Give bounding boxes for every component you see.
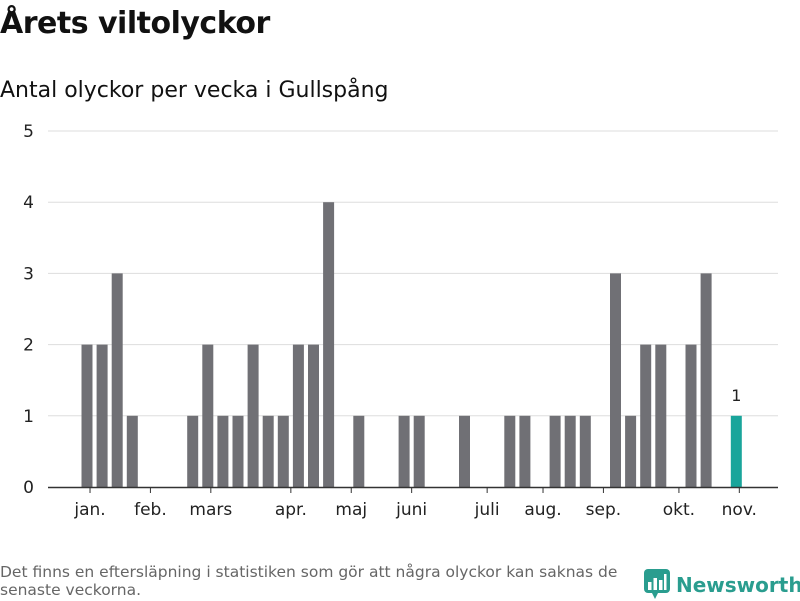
bar (579, 415, 591, 487)
x-tick-label: mars (189, 500, 232, 520)
x-tick-label: aug. (524, 500, 561, 520)
y-tick-label: 4 (23, 193, 34, 213)
chart-subtitle: Antal olyckor per vecka i Gullspång (0, 78, 389, 103)
bar (217, 415, 229, 487)
bar (81, 344, 93, 487)
bar (610, 273, 621, 487)
bar (564, 415, 576, 487)
bar-chart: 0 1 2 3 4 5 jan. feb. mars apr. maj juni juli aug. se… (23, 122, 778, 520)
newsworthy-chart-logo-icon (644, 569, 670, 599)
bar (111, 273, 123, 487)
bar (700, 273, 712, 487)
bar (625, 415, 637, 487)
bar (277, 415, 289, 487)
x-tick-label: feb. (134, 500, 167, 520)
grid-lines (48, 130, 778, 417)
brand[interactable]: Newsworthy (644, 569, 800, 601)
bar (519, 415, 531, 487)
bar (262, 415, 274, 487)
x-tick-label: okt. (663, 500, 695, 520)
x-tick-label: juli (474, 500, 500, 520)
bar (323, 202, 335, 487)
x-axis-ticks: jan. feb. mars apr. maj juni juli aug. sep. okt. n… (73, 487, 757, 520)
bar (685, 344, 697, 487)
bar (126, 415, 138, 487)
bar (292, 344, 304, 487)
bar (202, 344, 214, 487)
x-tick-label: maj (335, 500, 367, 520)
bar (413, 415, 425, 487)
bar (655, 344, 667, 487)
y-axis-ticks: 0 1 2 3 4 5 (23, 122, 34, 498)
bar (308, 344, 319, 487)
bar (187, 415, 199, 487)
y-tick-label: 0 (23, 478, 34, 498)
x-tick-label: sep. (586, 500, 622, 520)
bar (232, 415, 244, 487)
bar (96, 344, 108, 487)
x-tick-label: jan. (73, 500, 105, 520)
bar (398, 415, 410, 487)
y-tick-label: 3 (23, 264, 34, 284)
data-label: 1 (731, 386, 741, 405)
y-tick-label: 1 (23, 407, 34, 427)
bars (81, 202, 742, 487)
footnote: Det finns en eftersläpning i statistiken… (0, 563, 618, 599)
bar (459, 415, 470, 487)
data-labels: 1 (731, 386, 741, 405)
bar (353, 415, 365, 487)
x-tick-label: juni (395, 500, 427, 520)
chart-title: Årets viltolyckor (0, 6, 270, 41)
bar (247, 344, 259, 487)
y-tick-label: 2 (23, 336, 34, 356)
x-tick-label: apr. (275, 500, 307, 520)
bar-highlight (730, 415, 742, 487)
bar (504, 415, 516, 487)
x-tick-label: nov. (722, 500, 757, 520)
y-tick-label: 5 (23, 122, 34, 142)
bar (549, 415, 561, 487)
bar (640, 344, 652, 487)
brand-name: Newsworthy (676, 573, 800, 597)
